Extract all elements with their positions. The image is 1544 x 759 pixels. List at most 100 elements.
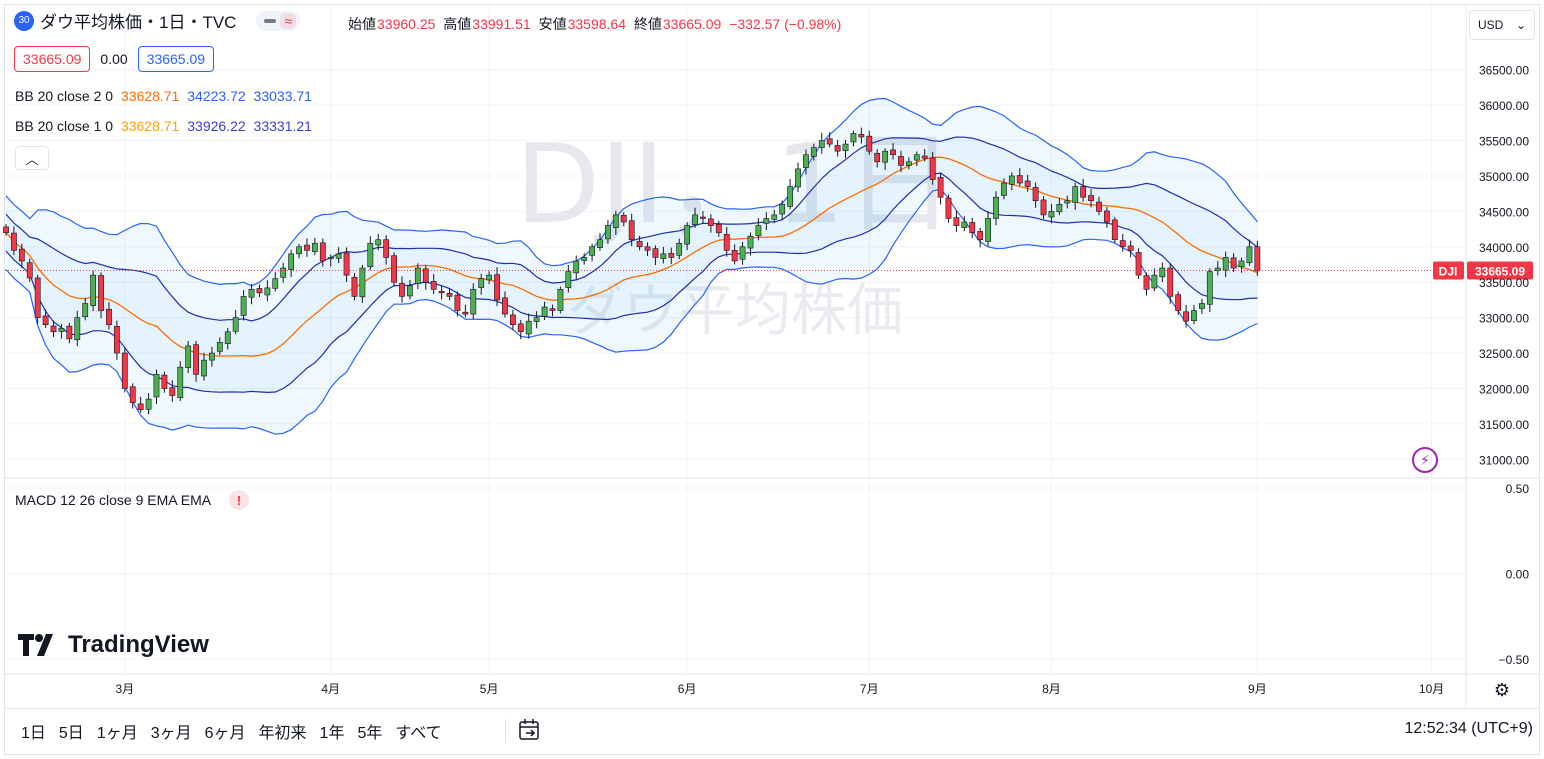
ask-box[interactable]: 33665.09 (137, 46, 215, 72)
clock[interactable]: 12:52:34 (UTC+9) (1404, 720, 1533, 737)
candle-body (494, 274, 500, 301)
close-label: 終値 (633, 16, 662, 32)
bid-box[interactable]: 33665.09 (14, 46, 91, 72)
month-label: 4月 (321, 682, 340, 696)
candle-up (755, 218, 762, 241)
candle-body (470, 288, 477, 315)
candle-down (898, 150, 904, 173)
candle-body (462, 311, 469, 315)
candle-body (1064, 200, 1071, 204)
candle-up (525, 313, 532, 339)
candle-down (3, 224, 9, 236)
candle-up (201, 352, 207, 381)
candle-body (161, 374, 168, 389)
candle-down (1080, 178, 1087, 202)
candle-down (874, 149, 881, 168)
range-1m[interactable]: 1ヶ月 (96, 725, 138, 742)
candle-up (1159, 262, 1166, 283)
range-5d[interactable]: 5日 (58, 725, 84, 742)
visibility-pill[interactable]: ≈ (256, 10, 301, 31)
bolt-icon[interactable]: ⚡ (1412, 447, 1438, 473)
candle-down (1127, 240, 1134, 258)
wave-icon[interactable]: ≈ (280, 12, 297, 29)
candle-down (1103, 206, 1110, 228)
bb2-fill (6, 98, 1258, 435)
minus-icon[interactable] (264, 18, 277, 23)
candle-body (145, 398, 152, 410)
candle-body (644, 246, 651, 251)
range-5y[interactable]: 5年 (357, 725, 383, 742)
candle-down (11, 226, 17, 256)
range-6m[interactable]: 6ヶ月 (204, 725, 246, 742)
candle-up (810, 143, 817, 161)
candle-body (605, 225, 611, 240)
candle-down (921, 149, 928, 162)
candle-up (747, 232, 754, 256)
symbol-tag-label: DJI (1439, 265, 1458, 279)
candle-body (541, 306, 548, 317)
candle-down (351, 272, 358, 301)
brand-name: TradingView (68, 631, 209, 658)
tradingview-logo[interactable]: TradingView (18, 631, 209, 659)
symbol-header[interactable]: 30 ダウ平均株価・1日・TVC ≈ (14, 8, 301, 33)
candle-down (644, 242, 651, 256)
candle-up (660, 246, 667, 264)
candle-down (969, 217, 976, 239)
candle-down (1032, 182, 1039, 208)
candle-down (454, 291, 461, 317)
candle-up (1246, 239, 1253, 266)
candle-body (129, 386, 136, 403)
macd-legend[interactable]: MACD 12 26 close 9 EMA EMA ! (15, 490, 250, 510)
candle-body (1183, 311, 1189, 322)
bb2-label: BB 20 close 2 0 (15, 88, 114, 104)
price-tick-label: 33500.00 (1479, 276, 1529, 290)
candle-body (1032, 187, 1039, 202)
candle-body (209, 352, 215, 361)
candle-body (1254, 246, 1261, 272)
calendar-goto-icon[interactable] (517, 717, 543, 743)
candle-down (1111, 217, 1118, 243)
candle-body (652, 248, 659, 258)
candle-down (399, 276, 405, 303)
range-ytd[interactable]: 年初来 (258, 725, 307, 742)
range-1d[interactable]: 1日 (21, 725, 46, 742)
settings-gear-icon[interactable]: ⚙ (1493, 680, 1511, 700)
candle-body (779, 203, 786, 215)
candle-body (676, 242, 683, 256)
candle-down (1175, 291, 1182, 315)
high-label: 高値 (443, 16, 472, 32)
candle-down (1183, 304, 1189, 328)
month-label: 6月 (678, 682, 697, 696)
candle-up (1222, 251, 1229, 277)
candle-up (153, 369, 160, 405)
collapse-legend-button[interactable]: ︿ (15, 146, 49, 170)
candle-up (486, 271, 493, 285)
candle-down (129, 383, 136, 409)
bb1-legend[interactable]: BB 20 close 1 0 33628.71 33926.22 33331.… (15, 118, 312, 134)
candle-up (1008, 172, 1015, 191)
bb1-fill (6, 137, 1258, 393)
candle-down (834, 140, 841, 157)
candle-body (597, 239, 603, 248)
range-3m[interactable]: 3ヶ月 (150, 725, 192, 742)
candle-up (232, 310, 239, 335)
candle-body (121, 352, 128, 389)
warning-icon[interactable]: ! (229, 490, 250, 510)
candle-up (612, 210, 619, 235)
candle-up (541, 301, 548, 321)
candle-up (177, 361, 184, 402)
bb2-legend[interactable]: BB 20 close 2 0 33628.71 34223.72 33033.… (15, 88, 312, 104)
candle-body (985, 218, 991, 242)
currency-select[interactable]: USD ⌄ (1469, 10, 1535, 40)
candle-up (296, 243, 302, 259)
candle-up (185, 341, 192, 374)
candle-body (430, 281, 437, 290)
candle-up (272, 272, 279, 292)
candle-body (731, 250, 738, 262)
candle-body (1111, 219, 1118, 241)
range-all[interactable]: すべて (395, 725, 442, 742)
candle-body (74, 317, 81, 341)
range-1y[interactable]: 1年 (319, 725, 345, 742)
candle-down (18, 243, 25, 268)
